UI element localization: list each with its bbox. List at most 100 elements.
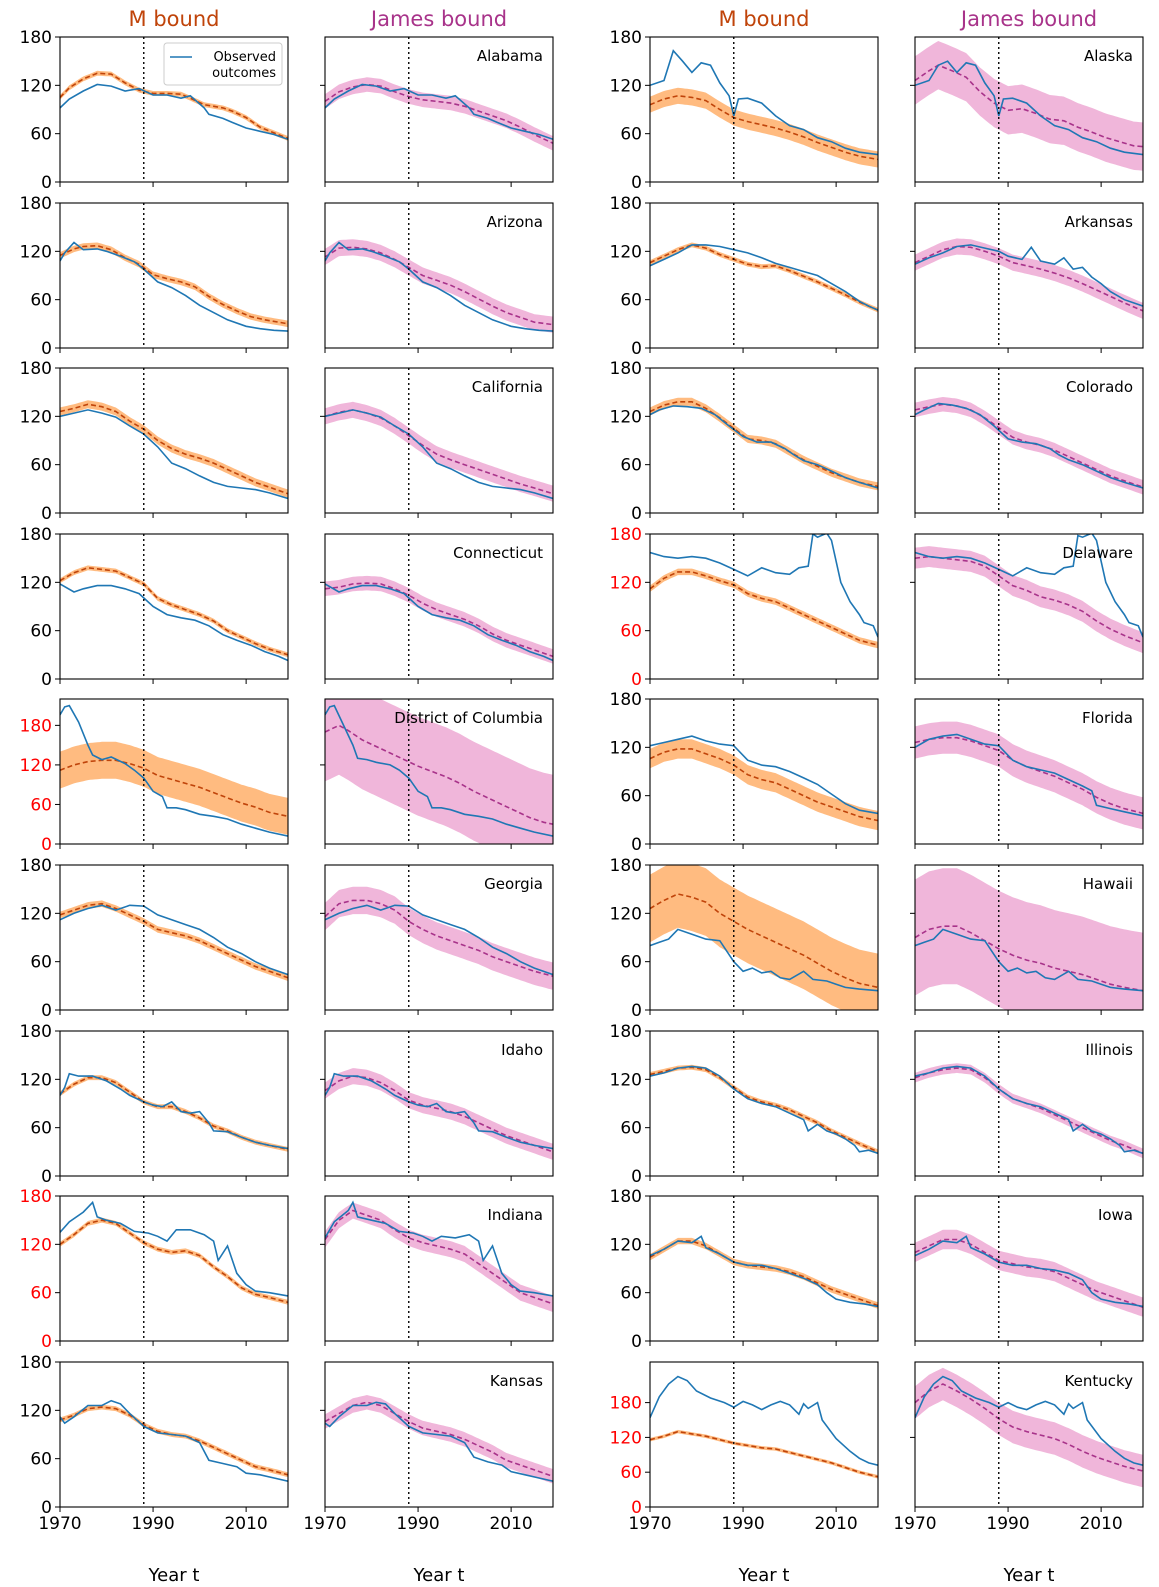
x-tick-label: 1990 [396,1514,439,1534]
observed-outcomes-line [915,1065,1143,1155]
m-bound-band [60,400,288,498]
y-tick-label: 120 [610,1235,642,1255]
y-tick-label: 120 [610,1428,642,1448]
observed-outcomes-line [60,83,288,141]
panel: 0 60 120 180 [20,359,289,524]
y-tick-label: 60 [620,787,642,807]
y-tick-label: 60 [620,622,642,642]
y-tick-label: 0 [41,1001,52,1021]
y-tick-label: 120 [20,1235,52,1255]
observed-outcomes-line [915,1375,1143,1466]
y-tick-label: 180 [610,856,642,876]
y-tick-label: 120 [610,573,642,593]
panel: 0 60 120 180 [20,194,289,359]
james-bound-band [325,77,553,151]
observed-outcomes-line [325,704,553,837]
state-label: Arizona [487,213,543,231]
observed-outcomes-line [60,409,288,500]
panel-frame [59,1361,289,1508]
y-tick-label: 180 [20,1353,52,1373]
estimate-line [60,72,288,140]
observed-outcomes-line [915,928,1143,992]
y-tick-label: 60 [30,953,52,973]
y-tick-label: 180 [20,1187,52,1207]
m-bound-band [60,565,288,658]
x-axis-label-2: Year t [413,1565,465,1586]
y-tick-label: 60 [30,456,52,476]
panel: California [320,367,554,518]
panel-frame [59,698,289,845]
observed-outcomes-line [325,1200,553,1297]
y-tick-label: 120 [610,1070,642,1090]
y-tick-label: 180 [610,525,642,545]
estimate-line [915,736,1143,815]
y-tick-label: 120 [610,904,642,924]
panel: 0 60 120 180 [610,194,879,359]
x-tick-label: 2010 [489,1514,532,1534]
james-bound-band [325,575,553,664]
x-axis-labels: Year t Year t Year t Year t [148,1565,1055,1586]
x-tick-label: 2010 [814,1514,857,1534]
panel-frame [649,698,879,845]
state-label: Arkansas [1065,213,1134,231]
panel: Iowa [910,1195,1144,1346]
panel-frame [649,1361,879,1508]
m-bound-band [650,739,878,831]
estimate-line [650,748,878,822]
panel: 0 60 120 180 [20,856,289,1021]
estimate-line [915,1238,1143,1308]
y-tick-label: 0 [631,339,642,359]
y-tick-label: 0 [41,173,52,193]
observed-outcomes-line [650,405,878,489]
observed-outcomes-line [915,1235,1143,1308]
y-tick-label: 180 [20,28,52,48]
y-tick-label: 0 [631,1167,642,1187]
y-tick-label: 0 [41,670,52,690]
panel-frame [59,1195,289,1342]
estimate-line [915,1383,1143,1472]
observed-outcomes-line [915,733,1143,817]
state-label: Idaho [501,1041,543,1059]
estimate-line [325,1209,553,1305]
panel-frame [324,36,554,183]
james-bound-band [915,238,1143,319]
y-tick-label: 120 [20,573,52,593]
column-title-1: M bound [129,7,220,31]
state-label: Illinois [1085,1041,1133,1059]
y-tick-label: 60 [620,456,642,476]
panel-frame [59,533,289,680]
panel: Idaho [320,1030,554,1181]
y-tick-label: 0 [631,1332,642,1352]
state-label: Connecticut [453,544,543,562]
y-tick-label: 0 [631,173,642,193]
observed-outcomes-line [650,735,878,815]
panel: Alabama [320,36,554,187]
observed-outcomes-line [650,1375,878,1466]
x-tick-label: 1970 [303,1514,346,1534]
panel-frame [914,1030,1144,1177]
y-tick-label: 120 [610,76,642,96]
y-tick-label: 60 [620,1463,642,1483]
x-tick-label: 1970 [628,1514,671,1534]
y-tick-label: 180 [610,1394,642,1414]
column-title-4: James bound [959,7,1097,31]
panel: Colorado [910,367,1144,518]
y-tick-label: 60 [30,291,52,311]
panel: District of Columbia [320,698,554,849]
observed-outcomes-line [650,49,878,156]
y-tick-label: 60 [30,1119,52,1139]
column-titles: M bound James bound M bound James bound [129,7,1098,31]
james-bound-band [915,1063,1143,1159]
m-bound-band [650,1064,878,1155]
y-tick-label: 120 [20,756,52,776]
observed-outcomes-line [60,1072,288,1150]
m-bound-band [60,242,288,328]
james-bound-band [325,699,553,844]
panel: 0 60 120 180 [610,690,879,855]
panel-frame [914,698,1144,845]
state-label: Colorado [1066,378,1133,396]
estimate-line [650,1430,878,1478]
state-label: Florida [1082,709,1133,727]
observed-outcomes-line [60,904,288,976]
